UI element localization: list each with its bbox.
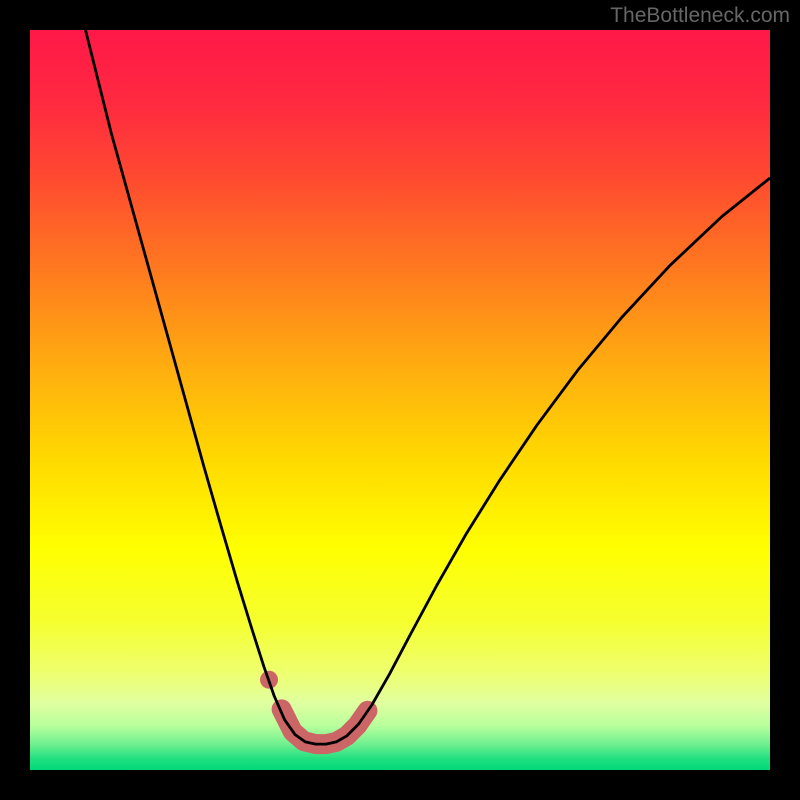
bottleneck-chart bbox=[0, 0, 800, 800]
chart-container: TheBottleneck.com bbox=[0, 0, 800, 800]
plot-background bbox=[30, 30, 770, 770]
